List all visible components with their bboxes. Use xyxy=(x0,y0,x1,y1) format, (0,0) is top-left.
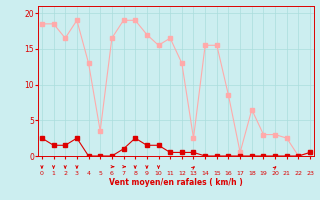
X-axis label: Vent moyen/en rafales ( km/h ): Vent moyen/en rafales ( km/h ) xyxy=(109,178,243,187)
